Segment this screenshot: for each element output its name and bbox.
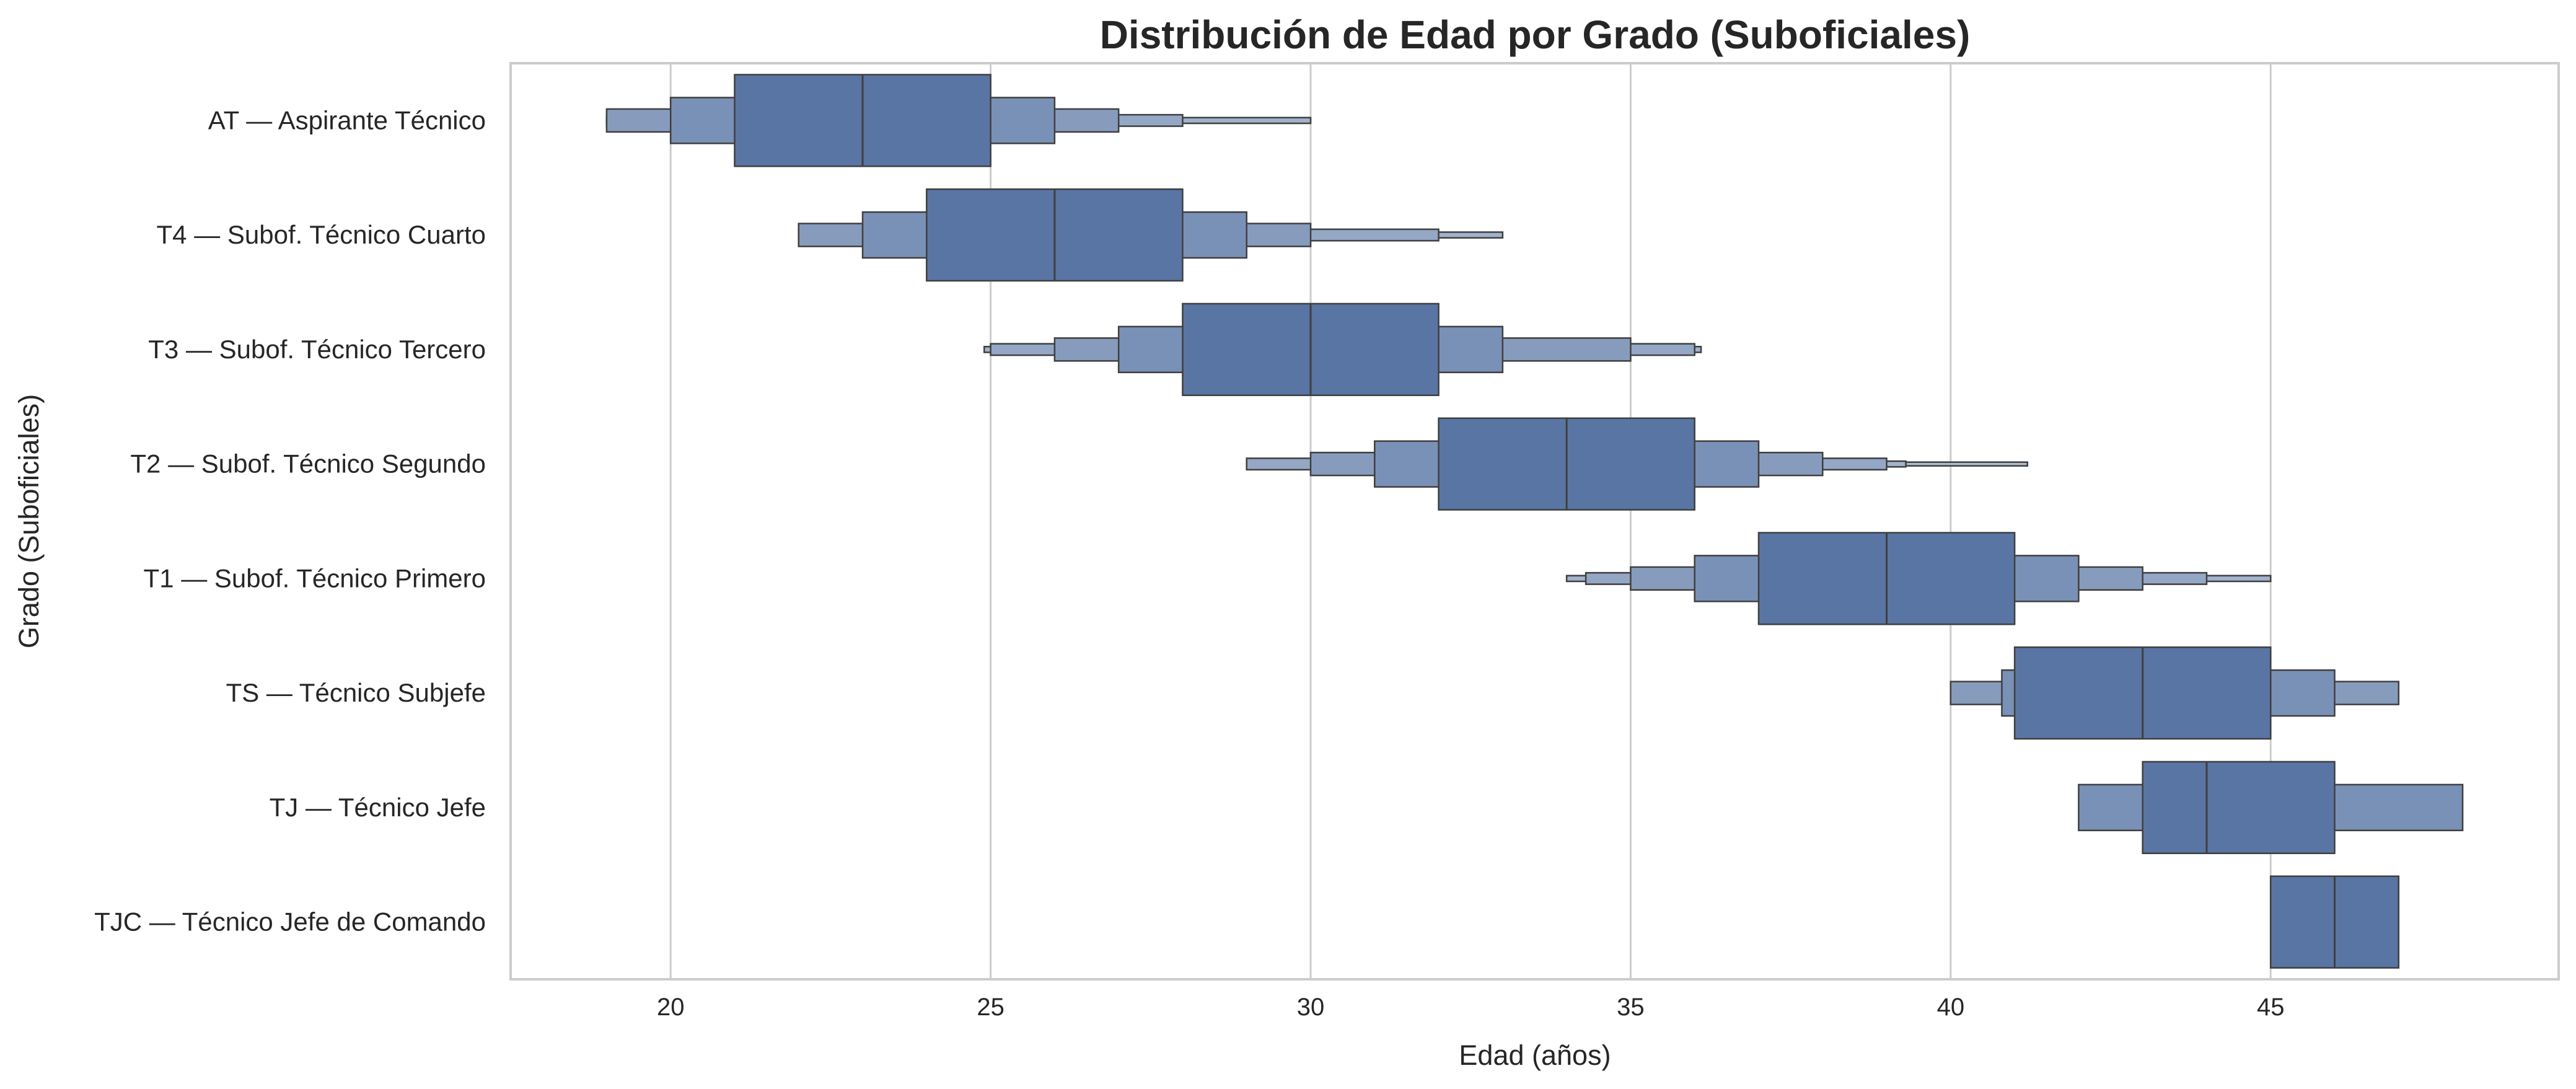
category-label-2: T3 — Subof. Técnico Tercero: [148, 335, 486, 364]
x-tick-45: 45: [2257, 994, 2285, 1021]
category-label-6: TJ — Técnico Jefe: [270, 793, 486, 822]
category-label-5: TS — Técnico Subjefe: [226, 678, 486, 707]
y-axis-label: Grado (Suboficiales): [13, 394, 45, 648]
x-tick-labels: 20 25 30 35 40 45: [657, 994, 2285, 1021]
boxen-group-1: [798, 188, 1504, 282]
category-label-4: T1 — Subof. Técnico Primero: [144, 563, 486, 593]
boxen-group-4: [1565, 532, 2272, 625]
x-tick-30: 30: [1297, 994, 1325, 1021]
category-label-3: T2 — Subof. Técnico Segundo: [130, 449, 486, 478]
boxen-group-0: [605, 74, 1312, 167]
boxen-group-6: [2078, 761, 2464, 855]
category-label-7: TJC — Técnico Jefe de Comando: [94, 907, 486, 937]
boxen-group-7: [2269, 875, 2400, 969]
plot-frame: [509, 62, 2560, 981]
boxen-group-2: [983, 302, 1702, 397]
boxen-group-3: [1246, 417, 2029, 511]
box-level-0: [2142, 761, 2336, 855]
x-tick-40: 40: [1937, 994, 1965, 1021]
chart-title: Distribución de Edad por Grado (Subofici…: [1100, 12, 1971, 57]
category-labels: AT — Aspirante Técnico T4 — Subof. Técnic…: [94, 105, 486, 936]
boxen-group-5: [1950, 646, 2400, 740]
gridlines: [669, 63, 2272, 979]
x-tick-20: 20: [657, 994, 685, 1021]
x-tick-35: 35: [1617, 994, 1645, 1021]
boxes: [605, 74, 2464, 969]
category-label-0: AT — Aspirante Técnico: [208, 105, 486, 134]
x-tick-25: 25: [977, 994, 1004, 1021]
category-label-1: T4 — Subof. Técnico Cuarto: [157, 220, 486, 249]
x-axis-label: Edad (años): [1459, 1039, 1611, 1071]
